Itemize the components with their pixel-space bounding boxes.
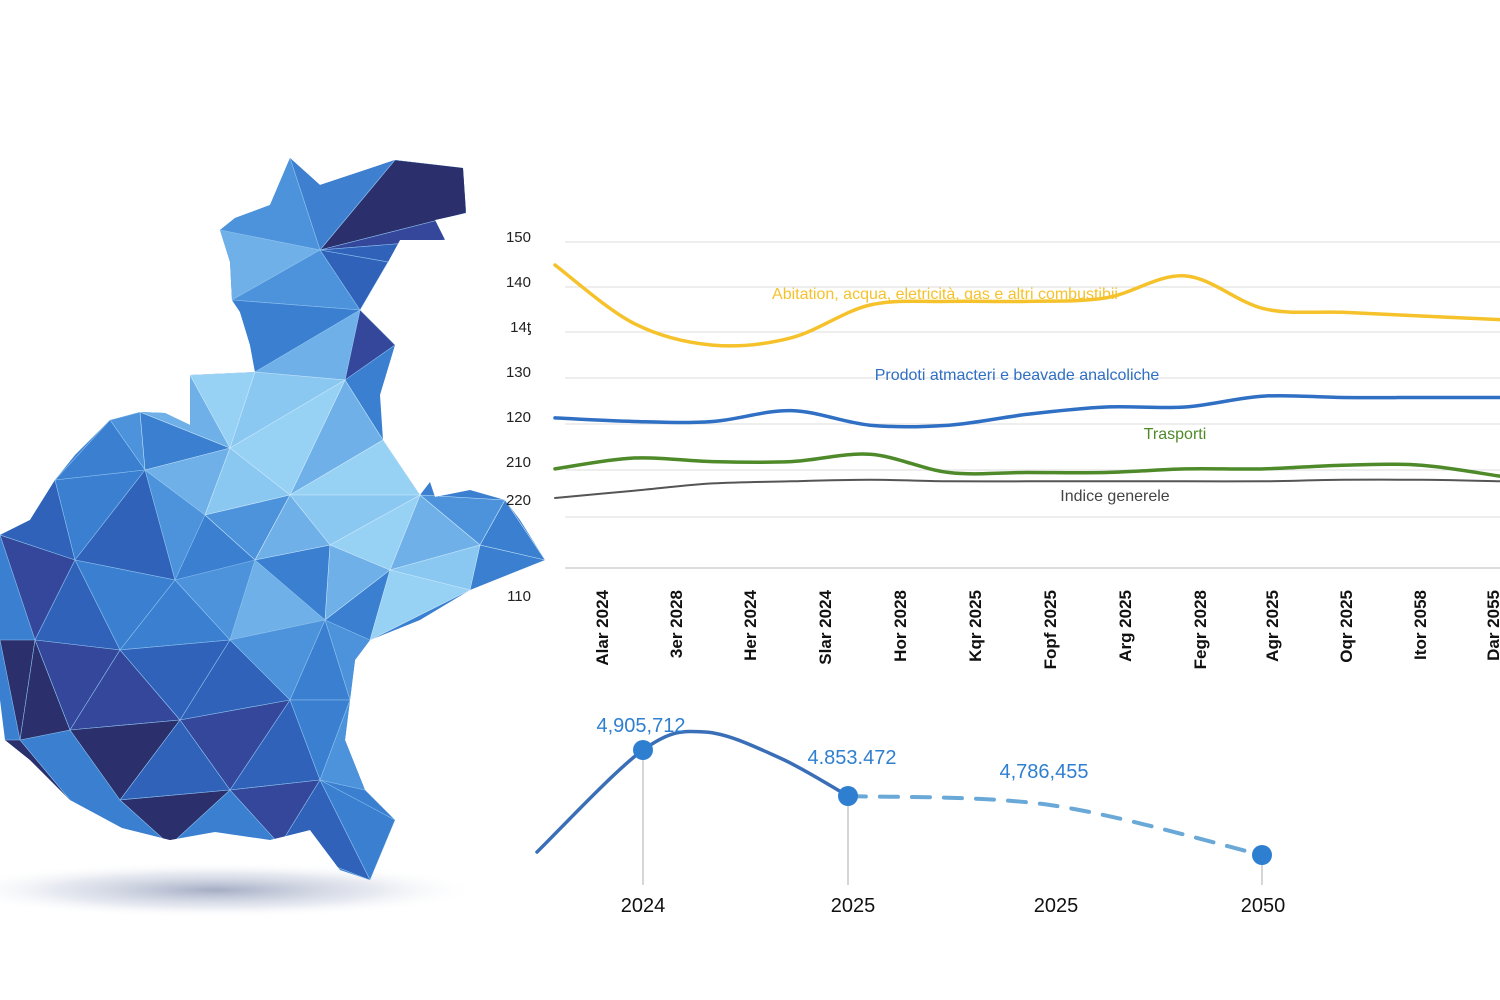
y-axis-ticks: 150 140 14ƫ 130 120 210 220 110	[506, 229, 532, 605]
region-map	[0, 158, 545, 918]
x-tick-label: Hor 2028	[891, 590, 910, 662]
y-tick-label: 150	[506, 229, 531, 246]
population-labels: 4,905,712 4.853.472 4,786,455	[597, 715, 1089, 783]
x-tick-label: Fopf 2025	[1041, 590, 1060, 669]
population-dashed-line	[846, 794, 1264, 857]
x-tick-label: 3er 2028	[667, 590, 686, 658]
population-solid-line	[535, 729, 850, 854]
gridlines	[565, 241, 1500, 569]
series-line	[553, 452, 1500, 478]
x-tick-label: Her 2024	[741, 589, 760, 660]
x-tick-label: Arg 2025	[1116, 590, 1135, 662]
series-labels: Abitation, acqua, eletricità, gas e altr…	[772, 286, 1206, 505]
map-shadow	[0, 862, 480, 918]
x-tick-label: Alar 2024	[593, 589, 612, 665]
x-tick-label: Dar 2055	[1484, 590, 1500, 661]
y-tick-label: 110	[507, 588, 531, 605]
population-value-label: 4,905,712	[597, 715, 686, 737]
x-tick-label: Kqr 2025	[966, 590, 985, 662]
population-year-label: 2050	[1241, 895, 1286, 917]
x-tick-label: Itor 2058	[1411, 590, 1430, 660]
series-label-indice: Indice generele	[1060, 488, 1170, 505]
series-label-abitation: Abitation, acqua, eletricità, gas e altr…	[772, 286, 1118, 303]
population-value-label: 4,786,455	[1000, 761, 1089, 783]
population-lines	[535, 729, 1264, 857]
population-points	[633, 740, 1272, 885]
y-tick-label: 210	[506, 454, 531, 471]
x-tick-label: Oqr 2025	[1337, 590, 1356, 663]
population-year-label: 2025	[1034, 895, 1079, 917]
population-point	[838, 785, 858, 806]
y-tick-label: 140	[506, 274, 531, 291]
population-year-labels: 2024 2025 2025 2050	[621, 895, 1286, 917]
population-point	[1252, 845, 1272, 865]
series-lines	[553, 263, 1500, 499]
y-tick-label: 130	[506, 364, 531, 381]
series-label-prodotti: Prodoti atmacteri e beavade analcoliche	[875, 367, 1160, 384]
population-chart: 4,905,712 4.853.472 4,786,455 2024 2025 2025…	[535, 715, 1286, 917]
series-line	[553, 263, 1500, 348]
population-year-label: 2024	[621, 895, 666, 917]
x-tick-label: Fegr 2028	[1191, 590, 1210, 669]
population-value-label: 4.853.472	[808, 747, 897, 769]
series-label-trasporti: Trasporti	[1144, 426, 1207, 443]
population-year-label: 2025	[831, 895, 876, 917]
y-tick-label: 14ƫ	[510, 319, 532, 336]
price-index-chart: 150 140 14ƫ 130 120 210 220 110 Alar 2024 3er 20…	[506, 229, 1500, 669]
x-tick-label: Agr 2025	[1263, 590, 1282, 662]
x-tick-label: Slar 2024	[816, 589, 835, 664]
y-tick-label: 220	[506, 492, 531, 509]
series-line	[554, 478, 1500, 499]
veneto-region-map-icon	[0, 158, 545, 880]
population-point	[633, 740, 653, 760]
y-tick-label: 120	[506, 409, 531, 426]
series-line	[553, 393, 1500, 429]
x-axis-ticks: Alar 2024 3er 2028 Her 2024 Slar 2024 Hor 20…	[593, 589, 1500, 669]
